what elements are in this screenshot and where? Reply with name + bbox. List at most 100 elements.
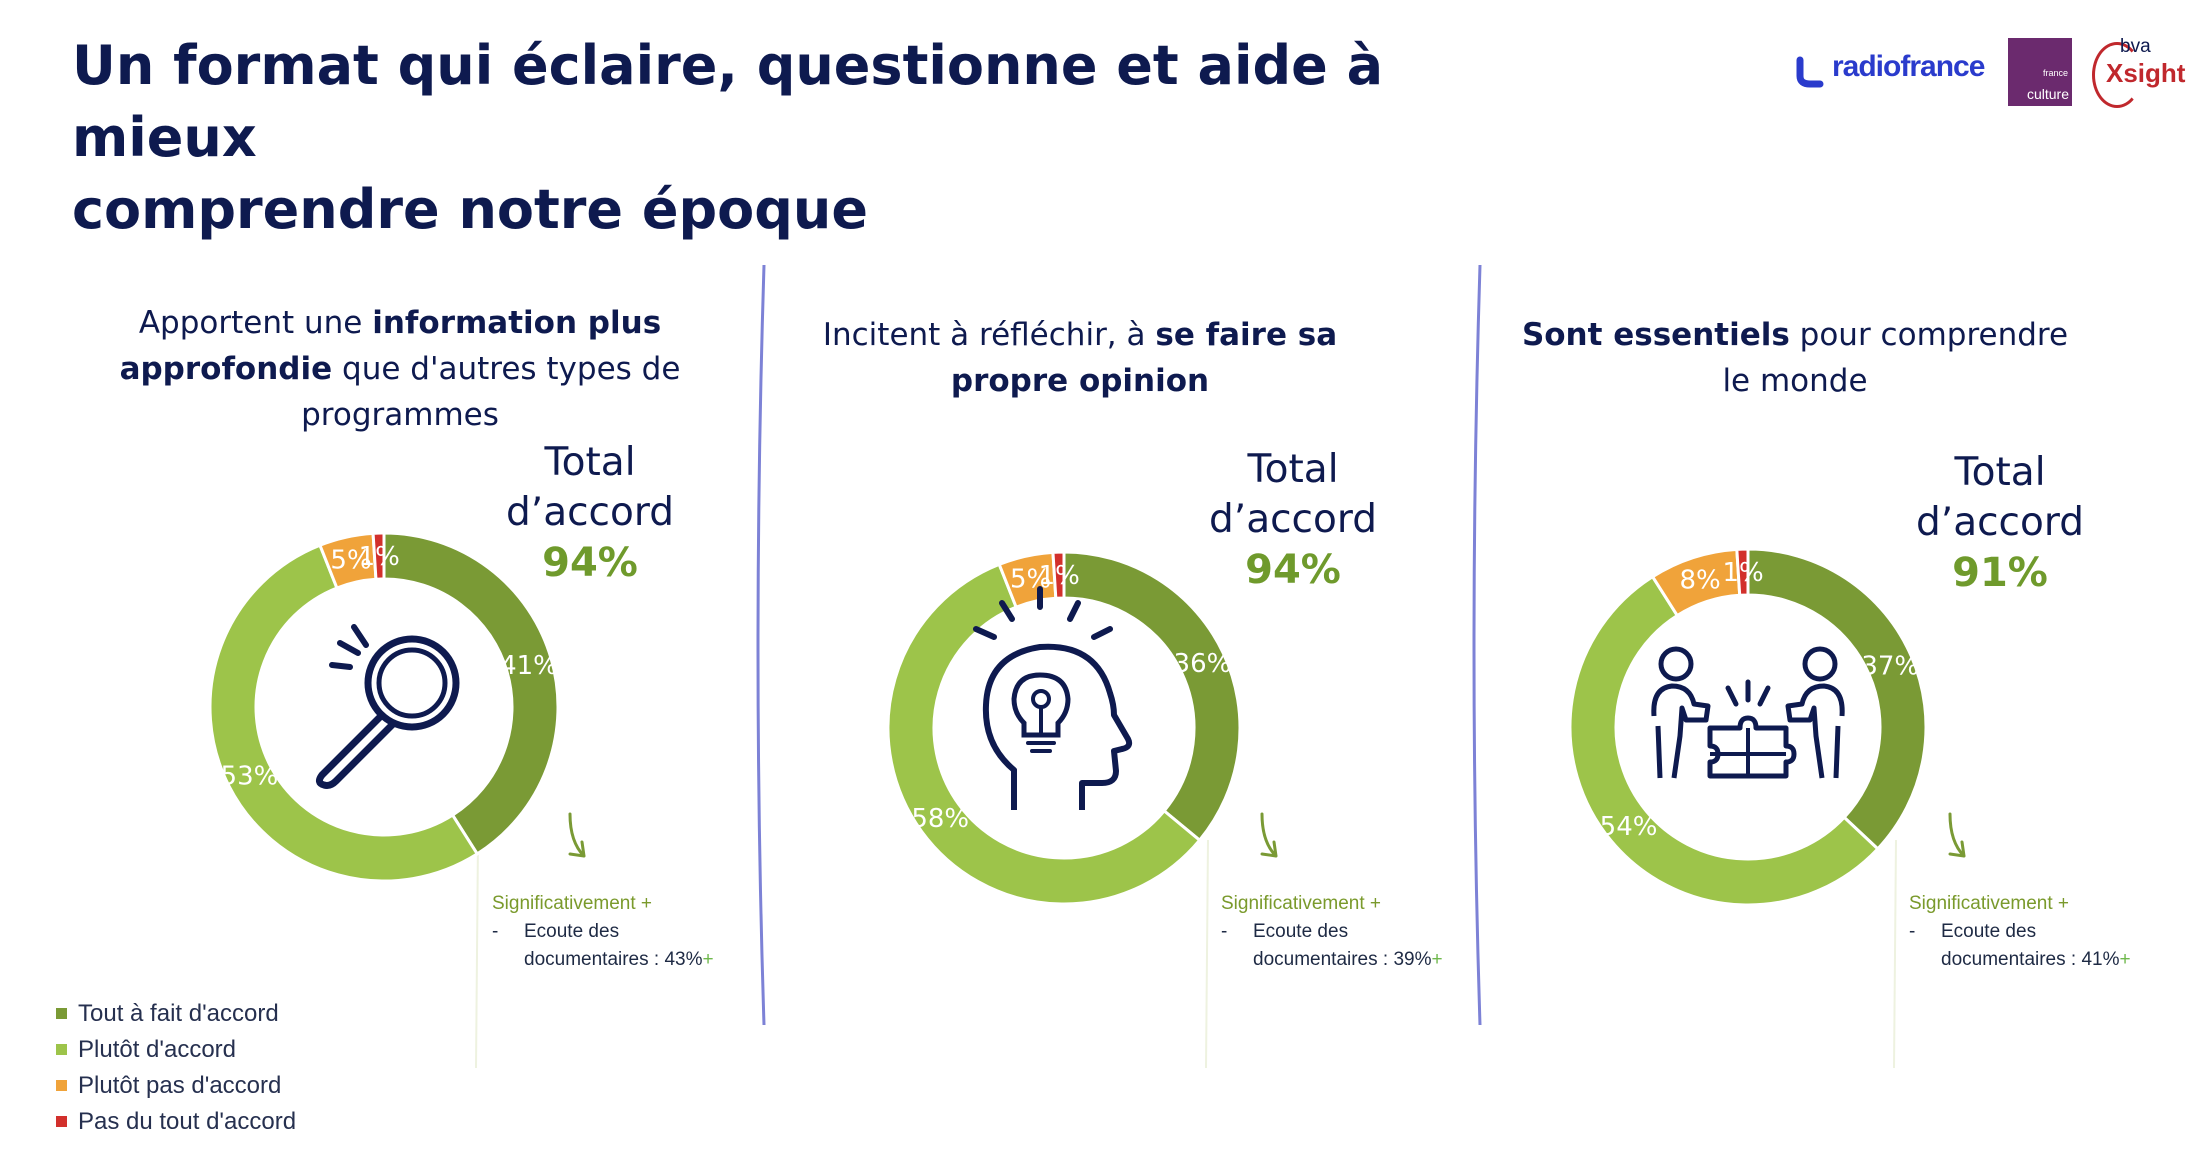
question-2-bold: se faire sa propre opinion: [950, 317, 1338, 399]
question-1-bold: information plus approfondie: [119, 305, 662, 387]
question-3-post: pour comprendre le monde: [1722, 317, 2069, 399]
question-3-bold: Sont essentiels: [1521, 317, 1790, 353]
note-1-row: - Ecoute des: [492, 918, 762, 946]
note-2-row-2: documentaires : 39%+: [1221, 946, 1491, 974]
donut-2-label-plutot: 58%: [911, 804, 969, 834]
note-3-line-2: documentaires : 41%: [1941, 949, 2120, 970]
note-2-dash: -: [1221, 921, 1228, 942]
legend-swatch-tout-a-fait: [56, 1008, 67, 1019]
legend-swatch-plutot: [56, 1044, 67, 1055]
note-1-row-2: documentaires : 43%+: [492, 946, 762, 974]
donut-1-segment-tout-a-fait: [382, 531, 560, 856]
legend-item-plutot: Plutôt d'accord: [56, 1032, 296, 1068]
total-1: Total d’accord 94%: [490, 438, 690, 588]
note-3-line-1: Ecoute des: [1941, 921, 2037, 942]
down-arrow-icon-3: [1948, 812, 1966, 858]
note-1-dash: -: [492, 921, 499, 942]
legend-item-tout-a-fait: Tout à fait d'accord: [56, 996, 296, 1032]
donut-2-segment-tout-a-fait: [1062, 550, 1242, 843]
question-2: Incitent à réfléchir, à se faire sa prop…: [815, 312, 1345, 404]
donut-1-segment-pas-du-tout: [371, 531, 386, 581]
question-1-post: que d'autres types de programmes: [301, 351, 681, 433]
total-2-label-1: Total: [1247, 447, 1339, 492]
question-3: Sont essentiels pour comprendre le monde: [1515, 312, 2075, 404]
donut-3-segment-plutot: [1568, 574, 1880, 907]
note-2: Significativement + - Ecoute des documen…: [1221, 890, 1491, 974]
donut-2-label-pas-du-tout: 1%: [1039, 561, 1080, 591]
head-lightbulb-icon: [973, 586, 1133, 810]
donut-2-label-plutot-pas: 5%: [1010, 565, 1051, 595]
radiofrance-logo: radiofrance: [1790, 50, 2010, 90]
total-2-value: 94%: [1245, 547, 1341, 593]
total-3-value: 91%: [1952, 550, 2048, 596]
total-1-label-1: Total: [544, 440, 636, 485]
legend-label-tout-a-fait: Tout à fait d'accord: [78, 1000, 279, 1027]
note-3: Significativement + - Ecoute des documen…: [1909, 890, 2179, 974]
note-2-sig: Significativement +: [1221, 893, 1381, 914]
total-3: Total d’accord 91%: [1900, 448, 2100, 598]
divider-2: [1472, 264, 1482, 1026]
logos: radiofrance france culture bva Xsight: [1790, 36, 2190, 110]
donut-3-label-pas-du-tout: 1%: [1723, 558, 1764, 588]
donut-1-label-pas-du-tout: 1%: [359, 542, 400, 572]
total-3-label-1: Total: [1954, 450, 2046, 495]
donut-1-segment-plutot: [208, 543, 480, 883]
note-rule-2: [1205, 839, 1209, 1069]
note-3-plus: +: [2119, 949, 2131, 970]
note-1-line-1: Ecoute des: [524, 921, 620, 942]
note-3-sig: Significativement +: [1909, 893, 2069, 914]
total-2: Total d’accord 94%: [1193, 445, 1393, 595]
donut-3-label-plutot: 54%: [1600, 812, 1658, 842]
donut-2-segment-plutot: [886, 562, 1202, 906]
note-2-line-1: Ecoute des: [1253, 921, 1349, 942]
bva-xsight-logo: bva Xsight: [2090, 36, 2190, 108]
note-1: Significativement + - Ecoute des documen…: [492, 890, 762, 974]
title-line-1: Un format qui éclaire, questionne et aid…: [72, 34, 1384, 169]
divider-1: [756, 264, 766, 1026]
note-3-row: - Ecoute des: [1909, 918, 2179, 946]
question-2-pre: Incitent à réfléchir, à: [822, 317, 1156, 353]
donut-3-label-tout-a-fait: 37%: [1861, 651, 1919, 681]
total-2-label-2: d’accord: [1209, 497, 1377, 542]
note-1-line-2: documentaires : 43%: [524, 949, 703, 970]
total-3-label-2: d’accord: [1916, 500, 2084, 545]
title-line-2: comprendre notre époque: [72, 178, 868, 241]
page-title: Un format qui éclaire, questionne et aid…: [72, 30, 1572, 246]
franceculture-text: culture: [2026, 86, 2069, 102]
legend-swatch-pas-du-tout: [56, 1116, 67, 1127]
donut-1-label-tout-a-fait: 41%: [500, 651, 558, 681]
legend-item-pas-du-tout: Pas du tout d'accord: [56, 1104, 296, 1140]
note-3-dash: -: [1909, 921, 1916, 942]
bva-ring-icon: [2092, 42, 2142, 108]
radiofrance-mark-icon: [1796, 56, 1824, 88]
legend-label-plutot: Plutôt d'accord: [78, 1036, 237, 1063]
total-1-label-2: d’accord: [506, 490, 674, 535]
legend-item-plutot-pas: Plutôt pas d'accord: [56, 1068, 296, 1104]
note-1-sig: Significativement +: [492, 893, 652, 914]
donut-3-segment-pas-du-tout: [1735, 547, 1750, 597]
donut-1-label-plutot: 53%: [221, 762, 279, 792]
franceculture-small-text: france: [2042, 68, 2068, 78]
question-1-pre: Apportent une: [138, 305, 373, 341]
donut-3-segment-tout-a-fait: [1746, 547, 1928, 851]
magnifier-icon: [315, 624, 460, 789]
people-puzzle-icon: [1651, 646, 1845, 779]
question-1: Apportent une information plus approfond…: [100, 300, 700, 438]
note-2-plus: +: [1431, 949, 1443, 970]
total-1-value: 94%: [542, 540, 638, 586]
legend-label-pas-du-tout: Pas du tout d'accord: [78, 1108, 297, 1135]
radiofrance-text: radiofrance: [1832, 50, 1985, 83]
note-2-line-2: documentaires : 39%: [1253, 949, 1432, 970]
legend-label-plutot-pas: Plutôt pas d'accord: [78, 1072, 282, 1099]
donut-2-segment-pas-du-tout: [1051, 550, 1066, 600]
xsight-text: Xsight: [2106, 58, 2186, 88]
chart-legend: Tout à fait d'accord Plutôt d'accord Plu…: [56, 996, 296, 1140]
down-arrow-icon-2: [1260, 812, 1278, 858]
donut-3-label-plutot-pas: 8%: [1679, 566, 1720, 596]
down-arrow-icon-1: [568, 812, 586, 858]
note-1-plus: +: [702, 949, 714, 970]
